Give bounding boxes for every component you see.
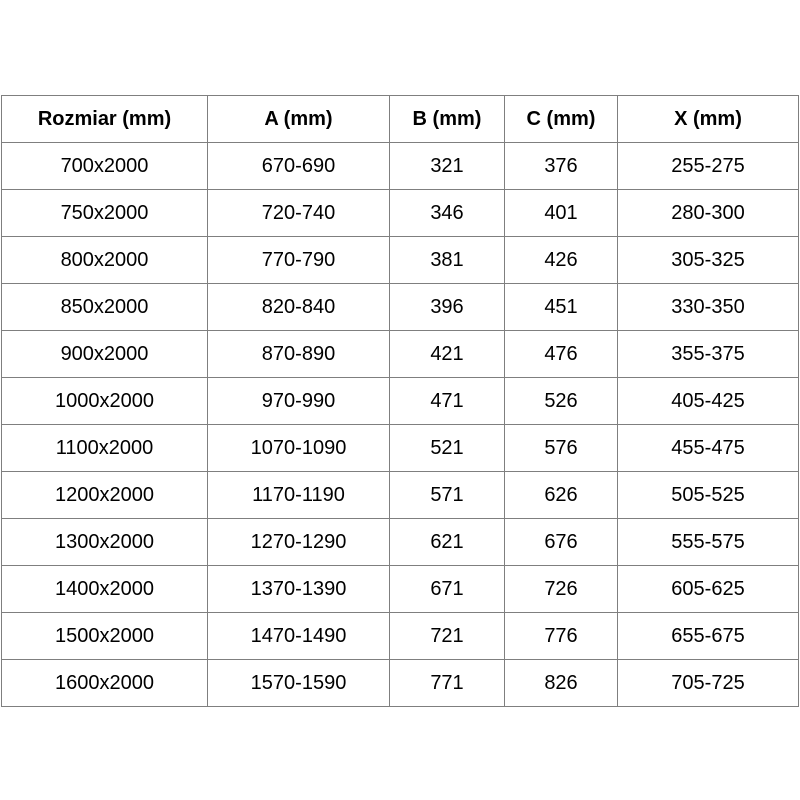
table-cell: 396 [389, 283, 505, 331]
table-cell: 376 [504, 142, 618, 190]
table-cell: 521 [389, 424, 505, 472]
table-row: 1300x2000 1270-1290 621 676 555-575 [1, 518, 799, 566]
table-cell: 655-675 [617, 612, 799, 660]
table-row: 900x2000 870-890 421 476 355-375 [1, 330, 799, 378]
table-cell: 900x2000 [1, 330, 208, 378]
table-cell: 771 [389, 659, 505, 707]
table-cell: 676 [504, 518, 618, 566]
table-cell: 1570-1590 [207, 659, 390, 707]
table-cell: 1100x2000 [1, 424, 208, 472]
column-header: A (mm) [207, 95, 390, 143]
table-cell: 1300x2000 [1, 518, 208, 566]
header-row: Rozmiar (mm) A (mm) B (mm) C (mm) X (mm) [1, 95, 799, 143]
table-cell: 1200x2000 [1, 471, 208, 519]
table-cell: 1170-1190 [207, 471, 390, 519]
table-header: Rozmiar (mm) A (mm) B (mm) C (mm) X (mm) [1, 95, 799, 143]
table-cell: 330-350 [617, 283, 799, 331]
table-cell: 451 [504, 283, 618, 331]
table-cell: 555-575 [617, 518, 799, 566]
table-cell: 576 [504, 424, 618, 472]
table-cell: 1470-1490 [207, 612, 390, 660]
table-cell: 305-325 [617, 236, 799, 284]
table-row: 750x2000 720-740 346 401 280-300 [1, 189, 799, 237]
table-cell: 255-275 [617, 142, 799, 190]
table-cell: 321 [389, 142, 505, 190]
table-cell: 1000x2000 [1, 377, 208, 425]
table-cell: 346 [389, 189, 505, 237]
column-header: X (mm) [617, 95, 799, 143]
table-cell: 401 [504, 189, 618, 237]
table-cell: 1400x2000 [1, 565, 208, 613]
table-cell: 705-725 [617, 659, 799, 707]
table-cell: 776 [504, 612, 618, 660]
table-cell: 381 [389, 236, 505, 284]
column-header: C (mm) [504, 95, 618, 143]
table-cell: 426 [504, 236, 618, 284]
column-header: Rozmiar (mm) [1, 95, 208, 143]
table-cell: 970-990 [207, 377, 390, 425]
table-cell: 605-625 [617, 565, 799, 613]
table-cell: 1070-1090 [207, 424, 390, 472]
table-cell: 850x2000 [1, 283, 208, 331]
table-cell: 700x2000 [1, 142, 208, 190]
table-cell: 721 [389, 612, 505, 660]
table-row: 1200x2000 1170-1190 571 626 505-525 [1, 471, 799, 519]
table-cell: 355-375 [617, 330, 799, 378]
table-cell: 870-890 [207, 330, 390, 378]
table-cell: 1500x2000 [1, 612, 208, 660]
table-cell: 800x2000 [1, 236, 208, 284]
table-row: 800x2000 770-790 381 426 305-325 [1, 236, 799, 284]
table-cell: 750x2000 [1, 189, 208, 237]
table-body: 700x2000 670-690 321 376 255-275 750x2000 720-… [1, 142, 799, 707]
table-cell: 505-525 [617, 471, 799, 519]
table-cell: 621 [389, 518, 505, 566]
table-cell: 471 [389, 377, 505, 425]
table-cell: 1270-1290 [207, 518, 390, 566]
table-cell: 671 [389, 565, 505, 613]
table-cell: 726 [504, 565, 618, 613]
table-cell: 626 [504, 471, 618, 519]
table-cell: 826 [504, 659, 618, 707]
table-cell: 770-790 [207, 236, 390, 284]
column-header: B (mm) [389, 95, 505, 143]
table-cell: 421 [389, 330, 505, 378]
table-cell: 720-740 [207, 189, 390, 237]
table-row: 700x2000 670-690 321 376 255-275 [1, 142, 799, 190]
size-spec-table: Rozmiar (mm) A (mm) B (mm) C (mm) X (mm) 700… [1, 95, 799, 707]
table-cell: 1370-1390 [207, 565, 390, 613]
table-cell: 280-300 [617, 189, 799, 237]
table-row: 850x2000 820-840 396 451 330-350 [1, 283, 799, 331]
table-row: 1500x2000 1470-1490 721 776 655-675 [1, 612, 799, 660]
table-cell: 476 [504, 330, 618, 378]
table-row: 1400x2000 1370-1390 671 726 605-625 [1, 565, 799, 613]
table-row: 1100x2000 1070-1090 521 576 455-475 [1, 424, 799, 472]
table-cell: 670-690 [207, 142, 390, 190]
table-cell: 405-425 [617, 377, 799, 425]
table-cell: 455-475 [617, 424, 799, 472]
table-cell: 1600x2000 [1, 659, 208, 707]
table-row: 1600x2000 1570-1590 771 826 705-725 [1, 659, 799, 707]
table-cell: 526 [504, 377, 618, 425]
table-cell: 820-840 [207, 283, 390, 331]
table-row: 1000x2000 970-990 471 526 405-425 [1, 377, 799, 425]
table-cell: 571 [389, 471, 505, 519]
